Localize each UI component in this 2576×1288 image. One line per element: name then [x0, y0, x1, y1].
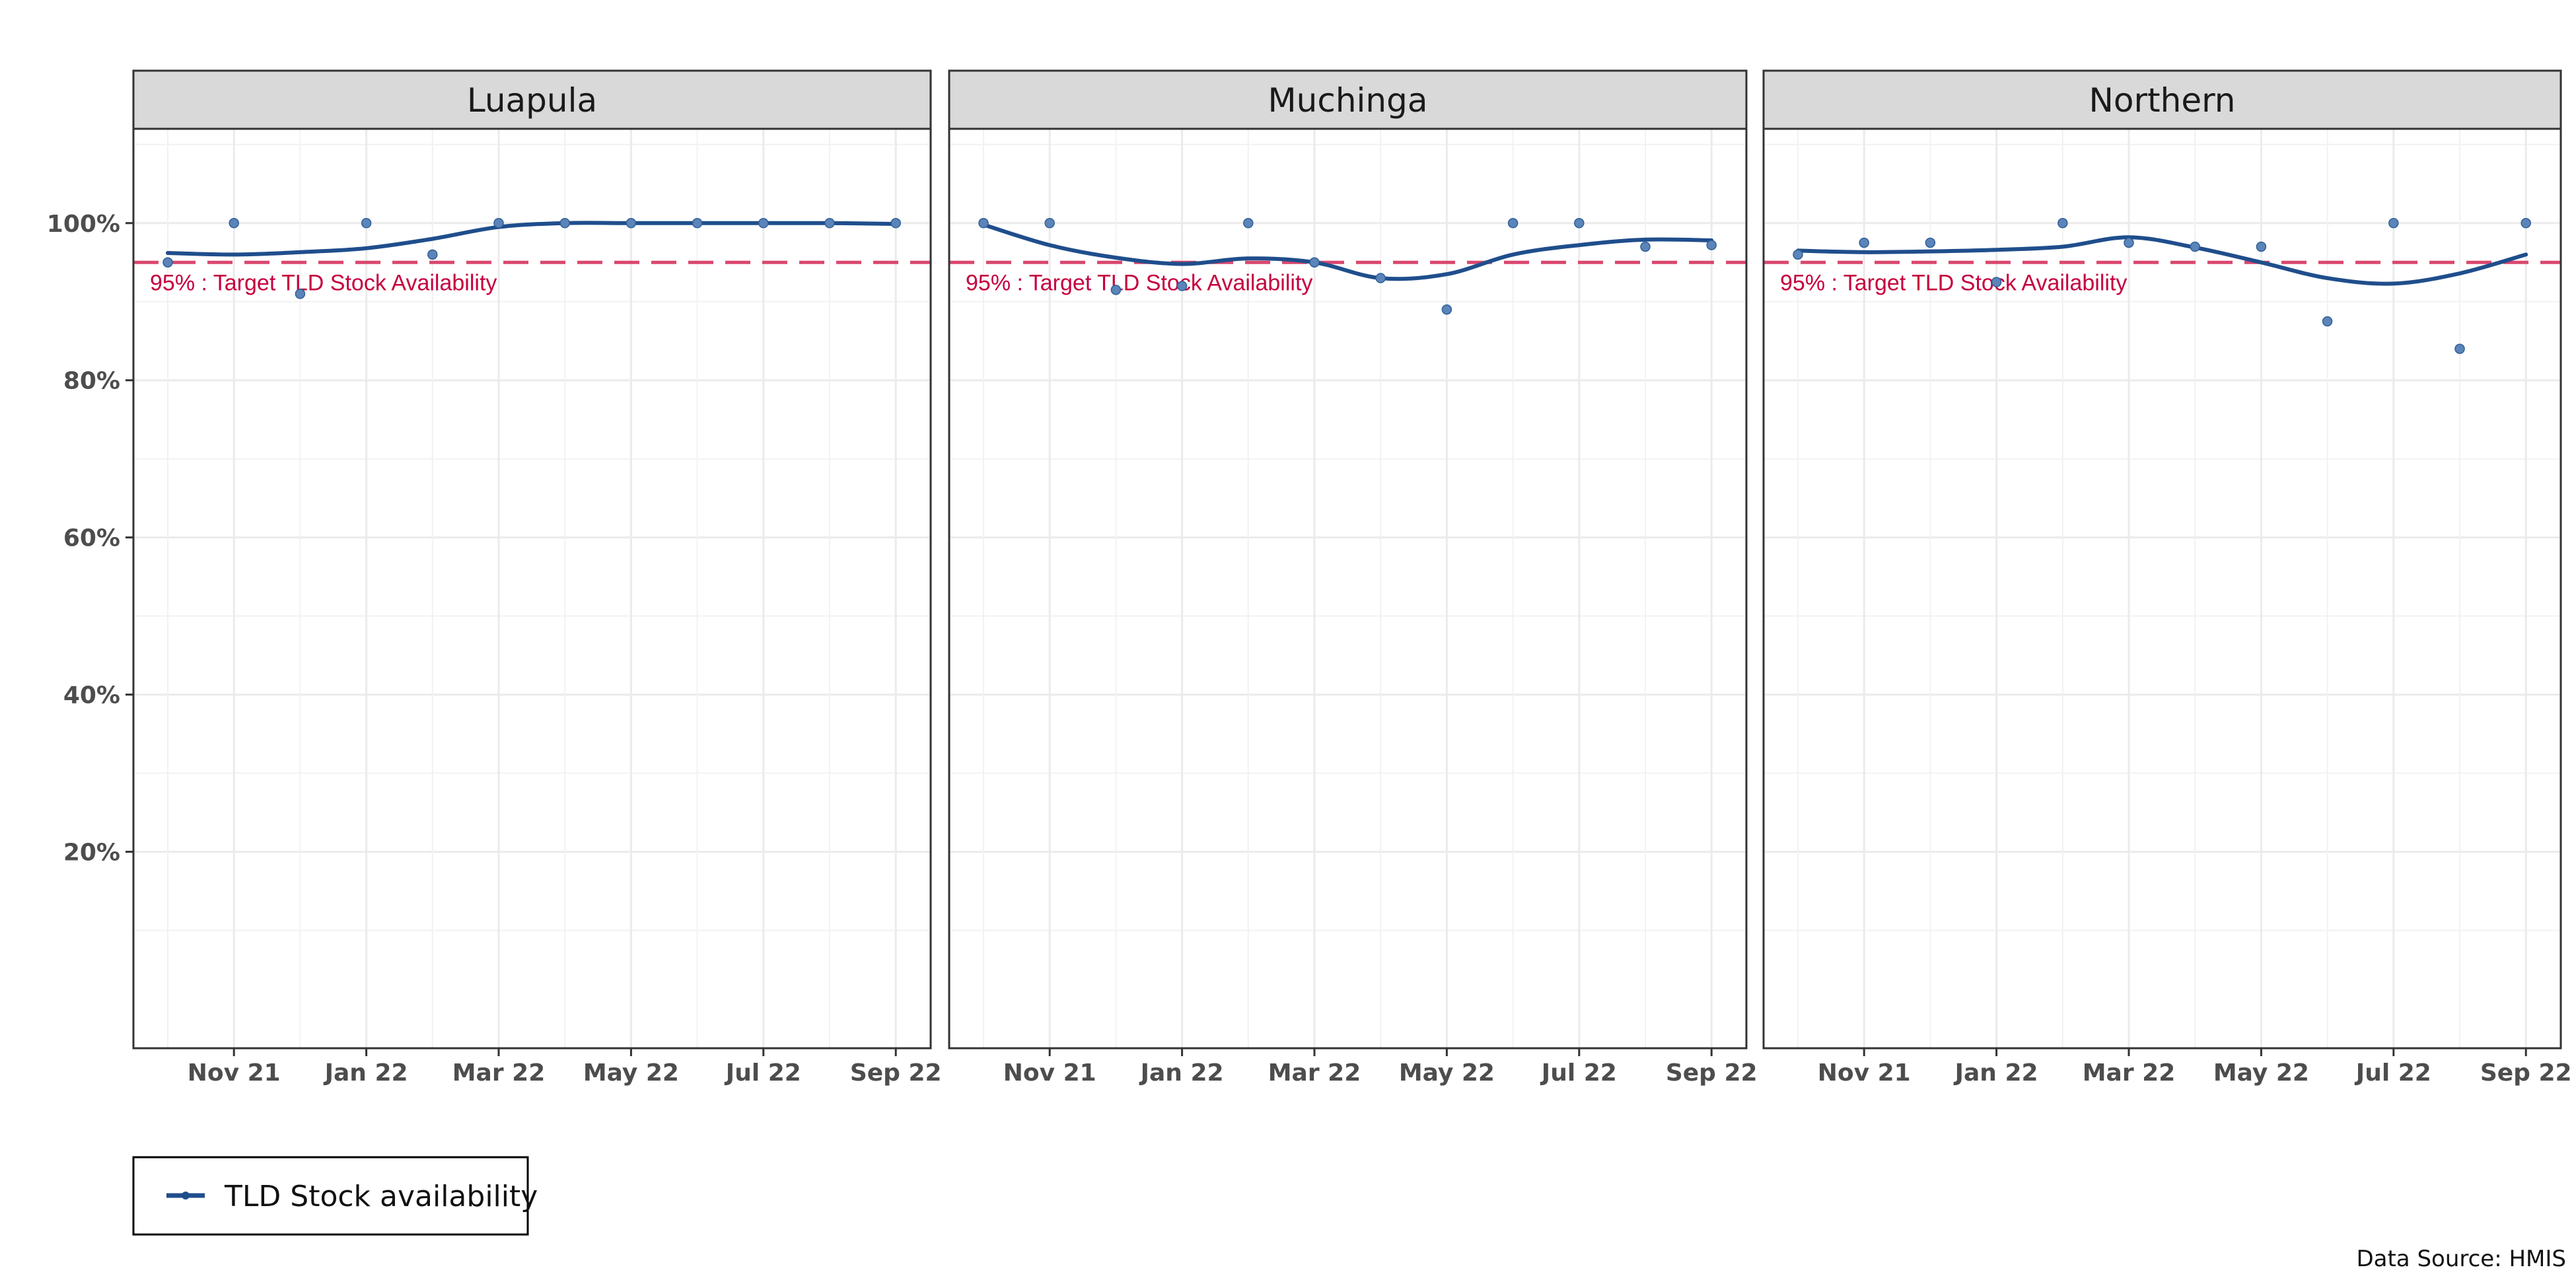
- panel-background: [949, 129, 1746, 1048]
- facet-panel-muchinga: 95% : Target TLD Stock Availability Muchi…: [948, 69, 1758, 1087]
- facet-strip-label: Northern: [2089, 81, 2236, 120]
- x-tick-label: Mar 22: [2083, 1059, 2176, 1087]
- target-label: 95% : Target TLD Stock Availability: [966, 270, 1312, 295]
- x-tick-label: Jul 22: [724, 1059, 801, 1087]
- legend-key-point: [182, 1192, 190, 1199]
- data-point: [978, 218, 989, 229]
- data-point: [1044, 218, 1055, 229]
- data-point: [758, 218, 769, 229]
- x-tick-label: Mar 22: [1268, 1059, 1361, 1087]
- y-tick-label: 20%: [63, 840, 120, 867]
- data-point: [1859, 237, 1869, 248]
- data-point: [890, 218, 901, 229]
- facet-strip: [132, 69, 932, 130]
- y-tick-label: 100%: [47, 211, 120, 238]
- data-point: [1441, 304, 1452, 315]
- y-tick-label: 60%: [63, 525, 120, 552]
- x-tick-label: Jan 22: [323, 1059, 408, 1087]
- data-point: [1375, 273, 1386, 283]
- data-point: [2124, 237, 2134, 248]
- facet-panels: 95% : Target TLD Stock Availability Luapu…: [132, 69, 2572, 1087]
- data-point: [1574, 218, 1585, 229]
- data-point: [1925, 237, 1936, 248]
- data-point: [1110, 285, 1122, 295]
- data-point: [295, 289, 306, 299]
- data-point: [2521, 218, 2531, 229]
- data-point: [493, 218, 504, 229]
- target-label: 95% : Target TLD Stock Availability: [1780, 270, 2127, 295]
- trend-line: [982, 223, 1714, 281]
- data-point: [1640, 241, 1651, 252]
- facet-strip: [948, 69, 1748, 130]
- x-tick-label: Jan 22: [1139, 1059, 1224, 1087]
- data-point: [626, 218, 637, 229]
- data-point: [2190, 241, 2200, 252]
- trend-line: [166, 221, 898, 257]
- x-tick-label: May 22: [583, 1059, 679, 1087]
- facet-strip-label: Muchinga: [1268, 81, 1428, 120]
- legend-label: TLD Stock availability: [224, 1180, 538, 1213]
- facet-panel-luapula: 95% : Target TLD Stock Availability Luapu…: [132, 69, 942, 1087]
- data-point: [2454, 343, 2465, 354]
- legend: TLD Stock availability: [132, 1156, 538, 1236]
- data-point: [824, 218, 835, 229]
- x-tick-label: May 22: [1399, 1059, 1495, 1087]
- x-tick-label: Jul 22: [1540, 1059, 1617, 1087]
- x-tick-label: Nov 21: [188, 1059, 281, 1087]
- target-label: 95% : Target TLD Stock Availability: [150, 270, 497, 295]
- data-source-caption: Data Source: HMIS: [2356, 1246, 2566, 1272]
- x-tick-label: Mar 22: [452, 1059, 546, 1087]
- x-tick-label: Nov 21: [1003, 1059, 1096, 1087]
- x-tick-label: Jul 22: [2354, 1059, 2431, 1087]
- data-point: [2256, 241, 2267, 252]
- data-point: [1706, 240, 1717, 250]
- data-point: [1176, 281, 1188, 291]
- panel-background: [1764, 129, 2561, 1048]
- data-point: [1793, 249, 1803, 260]
- data-point: [1507, 218, 1519, 229]
- data-point: [229, 218, 239, 229]
- data-point: [2388, 218, 2399, 229]
- data-point: [1991, 277, 2002, 287]
- data-point: [1243, 218, 1254, 229]
- data-point: [1309, 257, 1320, 268]
- panel-background: [133, 129, 931, 1048]
- x-tick-label: Sep 22: [850, 1059, 942, 1087]
- data-point: [692, 218, 703, 229]
- facet-strip-label: Luapula: [467, 81, 597, 120]
- x-tick-label: Sep 22: [1666, 1059, 1758, 1087]
- y-tick-label: 40%: [63, 682, 120, 709]
- data-point: [2322, 316, 2333, 327]
- data-point: [559, 218, 570, 229]
- data-point: [427, 249, 438, 260]
- facet-strip: [1762, 69, 2562, 130]
- trend-line: [1796, 235, 2528, 286]
- y-tick-label: 80%: [63, 368, 120, 395]
- data-point: [361, 218, 372, 229]
- x-tick-label: Jan 22: [1953, 1059, 2038, 1087]
- data-point: [162, 257, 173, 268]
- data-point: [2057, 218, 2068, 229]
- x-tick-label: Nov 21: [1818, 1059, 1911, 1087]
- x-tick-label: Sep 22: [2480, 1059, 2572, 1087]
- y-axis: 20% 40% 60% 80% 100%: [47, 211, 133, 867]
- x-tick-label: May 22: [2213, 1059, 2309, 1087]
- facet-panel-northern: 95% : Target TLD Stock Availability North…: [1762, 69, 2572, 1087]
